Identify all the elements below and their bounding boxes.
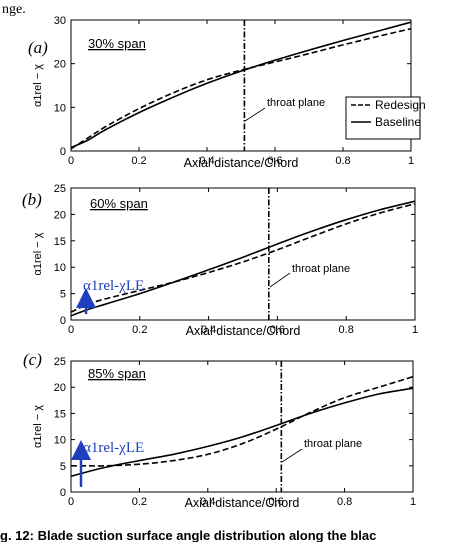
x-tick-label: 0.4 bbox=[199, 155, 214, 167]
panel-label: (a) bbox=[28, 38, 48, 57]
y-tick-label: 20 bbox=[54, 382, 66, 394]
y-tick-label: 30 bbox=[54, 15, 66, 27]
y-tick-label: 5 bbox=[60, 289, 66, 301]
series-line-redesign bbox=[70, 27, 412, 150]
legend-entry: Redesign bbox=[375, 98, 426, 112]
series-line-redesign bbox=[70, 203, 416, 313]
x-tick-label: 0 bbox=[68, 155, 74, 167]
throat-plane-label: throat plane bbox=[267, 97, 325, 109]
series-line-baseline bbox=[70, 200, 416, 317]
x-axis-label: Axial distance/Chord bbox=[185, 496, 300, 510]
y-tick-label: 15 bbox=[54, 236, 66, 248]
y-tick-label: 5 bbox=[60, 461, 66, 473]
panel-label: (c) bbox=[23, 350, 42, 369]
legend-entry: Baseline bbox=[375, 115, 421, 129]
y-tick-label: 25 bbox=[54, 356, 66, 368]
y-tick-label: 25 bbox=[54, 183, 66, 195]
span-label: 60% span bbox=[90, 196, 148, 211]
y-tick-label: 10 bbox=[54, 102, 66, 114]
throat-leader-line bbox=[269, 272, 291, 288]
span-label: 85% span bbox=[88, 366, 146, 381]
series-line-baseline bbox=[70, 21, 412, 149]
throat-plane-label: throat plane bbox=[292, 263, 350, 275]
leading-edge-annotation: α1rel-χLE bbox=[83, 278, 144, 294]
figure-caption: g. 12: Blade suction surface angle distr… bbox=[0, 528, 376, 542]
top-text-fragment: nge. bbox=[2, 2, 26, 17]
x-tick-label: 0 bbox=[68, 324, 74, 336]
x-tick-label: 0.4 bbox=[200, 496, 215, 508]
x-tick-label: 0.6 bbox=[267, 155, 282, 167]
span-label: 30% span bbox=[88, 36, 146, 51]
x-tick-label: 0.6 bbox=[269, 496, 284, 508]
y-tick-label: 0 bbox=[60, 315, 66, 327]
series-line-baseline bbox=[70, 387, 414, 478]
y-tick-label: 20 bbox=[54, 209, 66, 221]
legend-box bbox=[345, 96, 421, 140]
y-tick-label: 0 bbox=[60, 487, 66, 499]
y-tick-label: 15 bbox=[54, 408, 66, 420]
leading-edge-annotation: α1rel-χLE bbox=[83, 440, 144, 456]
plot-frame bbox=[70, 187, 416, 321]
x-tick-label: 0.2 bbox=[132, 324, 147, 336]
x-tick-label: 0 bbox=[68, 496, 74, 508]
x-tick-label: 0.2 bbox=[131, 155, 146, 167]
plot-frame bbox=[70, 360, 414, 493]
y-axis-label: α1rel − χ bbox=[32, 64, 44, 107]
y-tick-label: 20 bbox=[54, 59, 66, 71]
y-tick-label: 0 bbox=[60, 146, 66, 158]
y-tick-label: 10 bbox=[54, 262, 66, 274]
x-tick-label: 0.6 bbox=[270, 324, 285, 336]
x-tick-label: 1 bbox=[410, 496, 416, 508]
x-tick-label: 0.8 bbox=[337, 496, 352, 508]
x-tick-label: 0.8 bbox=[335, 155, 350, 167]
plot-frame bbox=[70, 19, 412, 152]
throat-leader-line bbox=[244, 107, 266, 122]
x-tick-label: 0.2 bbox=[132, 496, 147, 508]
y-tick-label: 10 bbox=[54, 435, 66, 447]
panel-label: (b) bbox=[22, 190, 42, 209]
x-tick-label: 0.8 bbox=[339, 324, 354, 336]
throat-leader-line bbox=[281, 448, 303, 463]
x-axis-label: Axial distance/Chord bbox=[186, 324, 301, 338]
x-tick-label: 1 bbox=[412, 324, 418, 336]
y-axis-label: α1rel − χ bbox=[32, 232, 44, 275]
x-tick-label: 1 bbox=[408, 155, 414, 167]
legend: Redesign Baseline bbox=[345, 96, 426, 140]
x-tick-label: 0.4 bbox=[201, 324, 216, 336]
series-line-redesign bbox=[71, 375, 414, 467]
throat-plane-label: throat plane bbox=[304, 438, 362, 450]
y-axis-label: α1rel − χ bbox=[32, 405, 44, 448]
x-axis-label: Axial distance/Chord bbox=[184, 156, 299, 170]
